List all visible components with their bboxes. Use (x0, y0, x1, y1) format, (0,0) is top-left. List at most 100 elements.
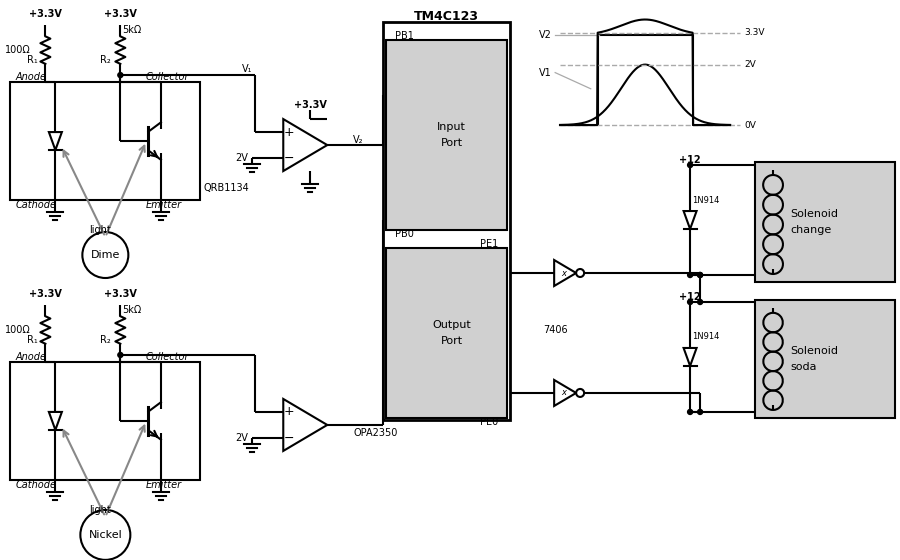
Bar (765, 440, 780, 455)
Bar (90, 260, 105, 275)
Bar (765, 80, 780, 95)
Bar (240, 125, 256, 140)
Bar (375, 125, 391, 140)
Bar (60, 50, 76, 65)
Bar (391, 245, 405, 260)
Bar (195, 35, 211, 50)
Bar (765, 320, 780, 335)
Bar (315, 230, 330, 245)
Bar (570, 215, 585, 230)
Bar (555, 140, 570, 155)
Bar (495, 155, 510, 170)
Bar (315, 65, 330, 80)
Bar (301, 395, 315, 410)
Bar (840, 395, 855, 410)
Bar (510, 545, 526, 560)
Bar (675, 215, 690, 230)
Bar (211, 380, 225, 395)
Bar (495, 245, 510, 260)
Bar (825, 395, 840, 410)
Bar (60, 20, 76, 35)
Bar (45, 320, 60, 335)
Bar (391, 35, 405, 50)
Bar (330, 470, 346, 485)
Bar (195, 365, 211, 380)
Bar (15, 440, 31, 455)
Bar (90, 305, 105, 320)
Bar (240, 515, 256, 530)
Bar (885, 335, 900, 350)
Bar (375, 530, 391, 545)
Bar (825, 515, 840, 530)
Bar (615, 530, 630, 545)
Bar (195, 140, 211, 155)
Bar (121, 305, 135, 320)
Bar (420, 65, 436, 80)
Bar (270, 125, 285, 140)
Bar (346, 380, 360, 395)
Bar (391, 200, 405, 215)
Bar (256, 485, 270, 500)
Bar (225, 290, 240, 305)
Text: QRB1134: QRB1134 (203, 183, 249, 193)
Bar (450, 395, 465, 410)
Circle shape (698, 273, 703, 278)
Bar (645, 80, 660, 95)
Bar (495, 110, 510, 125)
Bar (256, 185, 270, 200)
Bar (465, 245, 481, 260)
Bar (495, 380, 510, 395)
Bar (855, 530, 870, 545)
Bar (195, 245, 211, 260)
Bar (90, 110, 105, 125)
Bar (810, 410, 825, 425)
Bar (270, 425, 285, 440)
Bar (270, 185, 285, 200)
Bar (195, 230, 211, 245)
Bar (526, 140, 540, 155)
Bar (615, 140, 630, 155)
Bar (105, 530, 121, 545)
Bar (256, 335, 270, 350)
Bar (690, 440, 705, 455)
Text: R₁: R₁ (27, 55, 38, 65)
Bar (346, 170, 360, 185)
Bar (660, 530, 675, 545)
Bar (150, 485, 166, 500)
Text: −: − (284, 431, 294, 445)
Bar (225, 140, 240, 155)
Bar (630, 5, 645, 20)
Circle shape (698, 273, 703, 278)
Bar (585, 530, 600, 545)
Bar (855, 125, 870, 140)
Bar (885, 185, 900, 200)
Bar (301, 365, 315, 380)
Bar (600, 530, 615, 545)
Bar (166, 95, 180, 110)
Bar (225, 155, 240, 170)
Bar (0, 305, 15, 320)
Bar (330, 35, 346, 50)
Bar (391, 5, 405, 20)
Bar (15, 425, 31, 440)
Bar (735, 125, 750, 140)
Bar (346, 470, 360, 485)
Bar (690, 155, 705, 170)
Bar (105, 230, 121, 245)
Bar (60, 410, 76, 425)
Bar (285, 305, 301, 320)
Bar (420, 170, 436, 185)
Bar (360, 155, 375, 170)
Bar (420, 95, 436, 110)
Bar (675, 155, 690, 170)
Bar (15, 530, 31, 545)
Bar (301, 410, 315, 425)
Bar (121, 50, 135, 65)
Bar (720, 500, 735, 515)
Bar (570, 275, 585, 290)
Bar (495, 335, 510, 350)
Bar (166, 305, 180, 320)
Bar (615, 110, 630, 125)
Bar (735, 320, 750, 335)
Bar (180, 200, 195, 215)
